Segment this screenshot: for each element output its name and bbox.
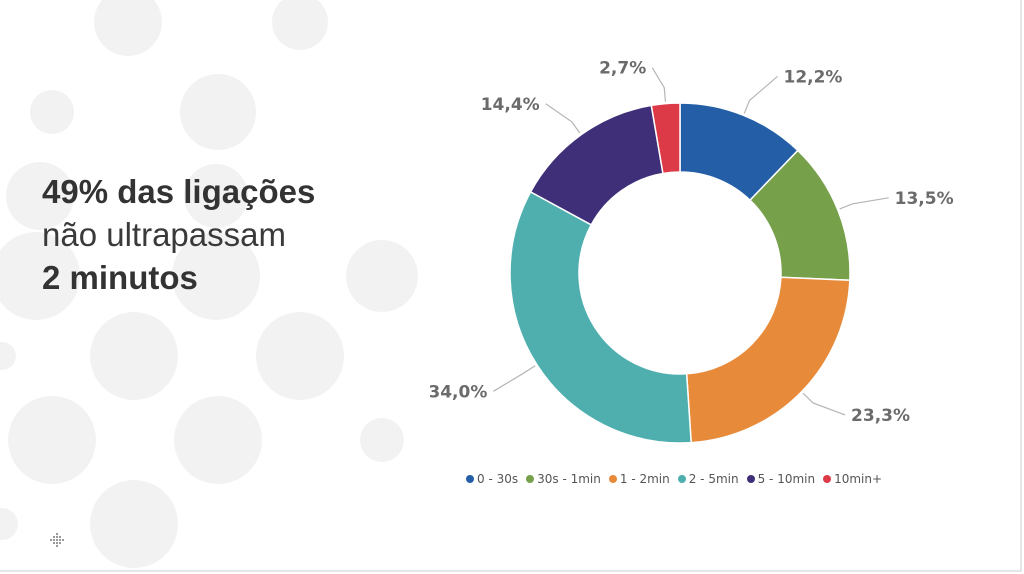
legend-marker [466,475,474,483]
legend-marker [746,475,755,483]
donut-slice-2 [685,276,851,444]
legend-label: 0 - 30s [477,472,519,486]
headline: 49% das ligações não ultrapassam 2 minut… [42,170,315,299]
legend-item-2: 1 - 2min [608,472,670,486]
donut-slice-3 [509,190,692,444]
leader-line-2 [802,392,846,416]
legend-label: 1 - 2min [619,472,670,486]
data-label-0: 12,2% [783,67,842,87]
legend-item-5: 10min+ [823,472,882,486]
legend-marker [677,475,686,483]
legend-item-3: 2 - 5min [677,472,739,486]
headline-line-3: 2 minutos [42,259,198,296]
brand-logo-icon [50,533,64,547]
legend-marker [608,475,617,483]
chart-legend: 0 - 30s 30s - 1min 1 - 2min 2 - 5min 5 - 10m… [466,472,882,486]
legend-item-4: 5 - 10min [746,472,816,486]
leader-line-0 [743,76,778,114]
legend-item-1: 30s - 1min [526,472,601,486]
leader-line-4 [545,103,581,134]
legend-item-0: 0 - 30s [466,472,518,486]
data-label-4: 14,4% [481,95,540,115]
legend-label: 10min+ [834,472,883,486]
data-label-3: 34,0% [430,382,487,402]
legend-label: 5 - 10min [757,472,816,486]
legend-marker [526,475,535,483]
data-label-2: 23,3% [851,406,910,426]
legend-label: 30s - 1min [537,472,601,486]
background-circles [0,0,418,568]
donut-slice-5 [650,102,681,175]
data-label-1: 13,5% [895,189,954,209]
headline-line-2: não ultrapassam [42,216,286,253]
headline-line-1: 49% das ligações [42,173,316,210]
leader-line-5 [651,67,667,102]
leader-line-3 [493,365,536,392]
data-label-5: 2,7% [599,60,646,79]
legend-marker [823,475,832,483]
leader-line-1 [839,197,889,210]
donut-chart: 12,2% 13,5% 23,3% 34,0% 14,4% 2,7% [430,60,954,444]
legend-label: 2 - 5min [688,472,739,486]
